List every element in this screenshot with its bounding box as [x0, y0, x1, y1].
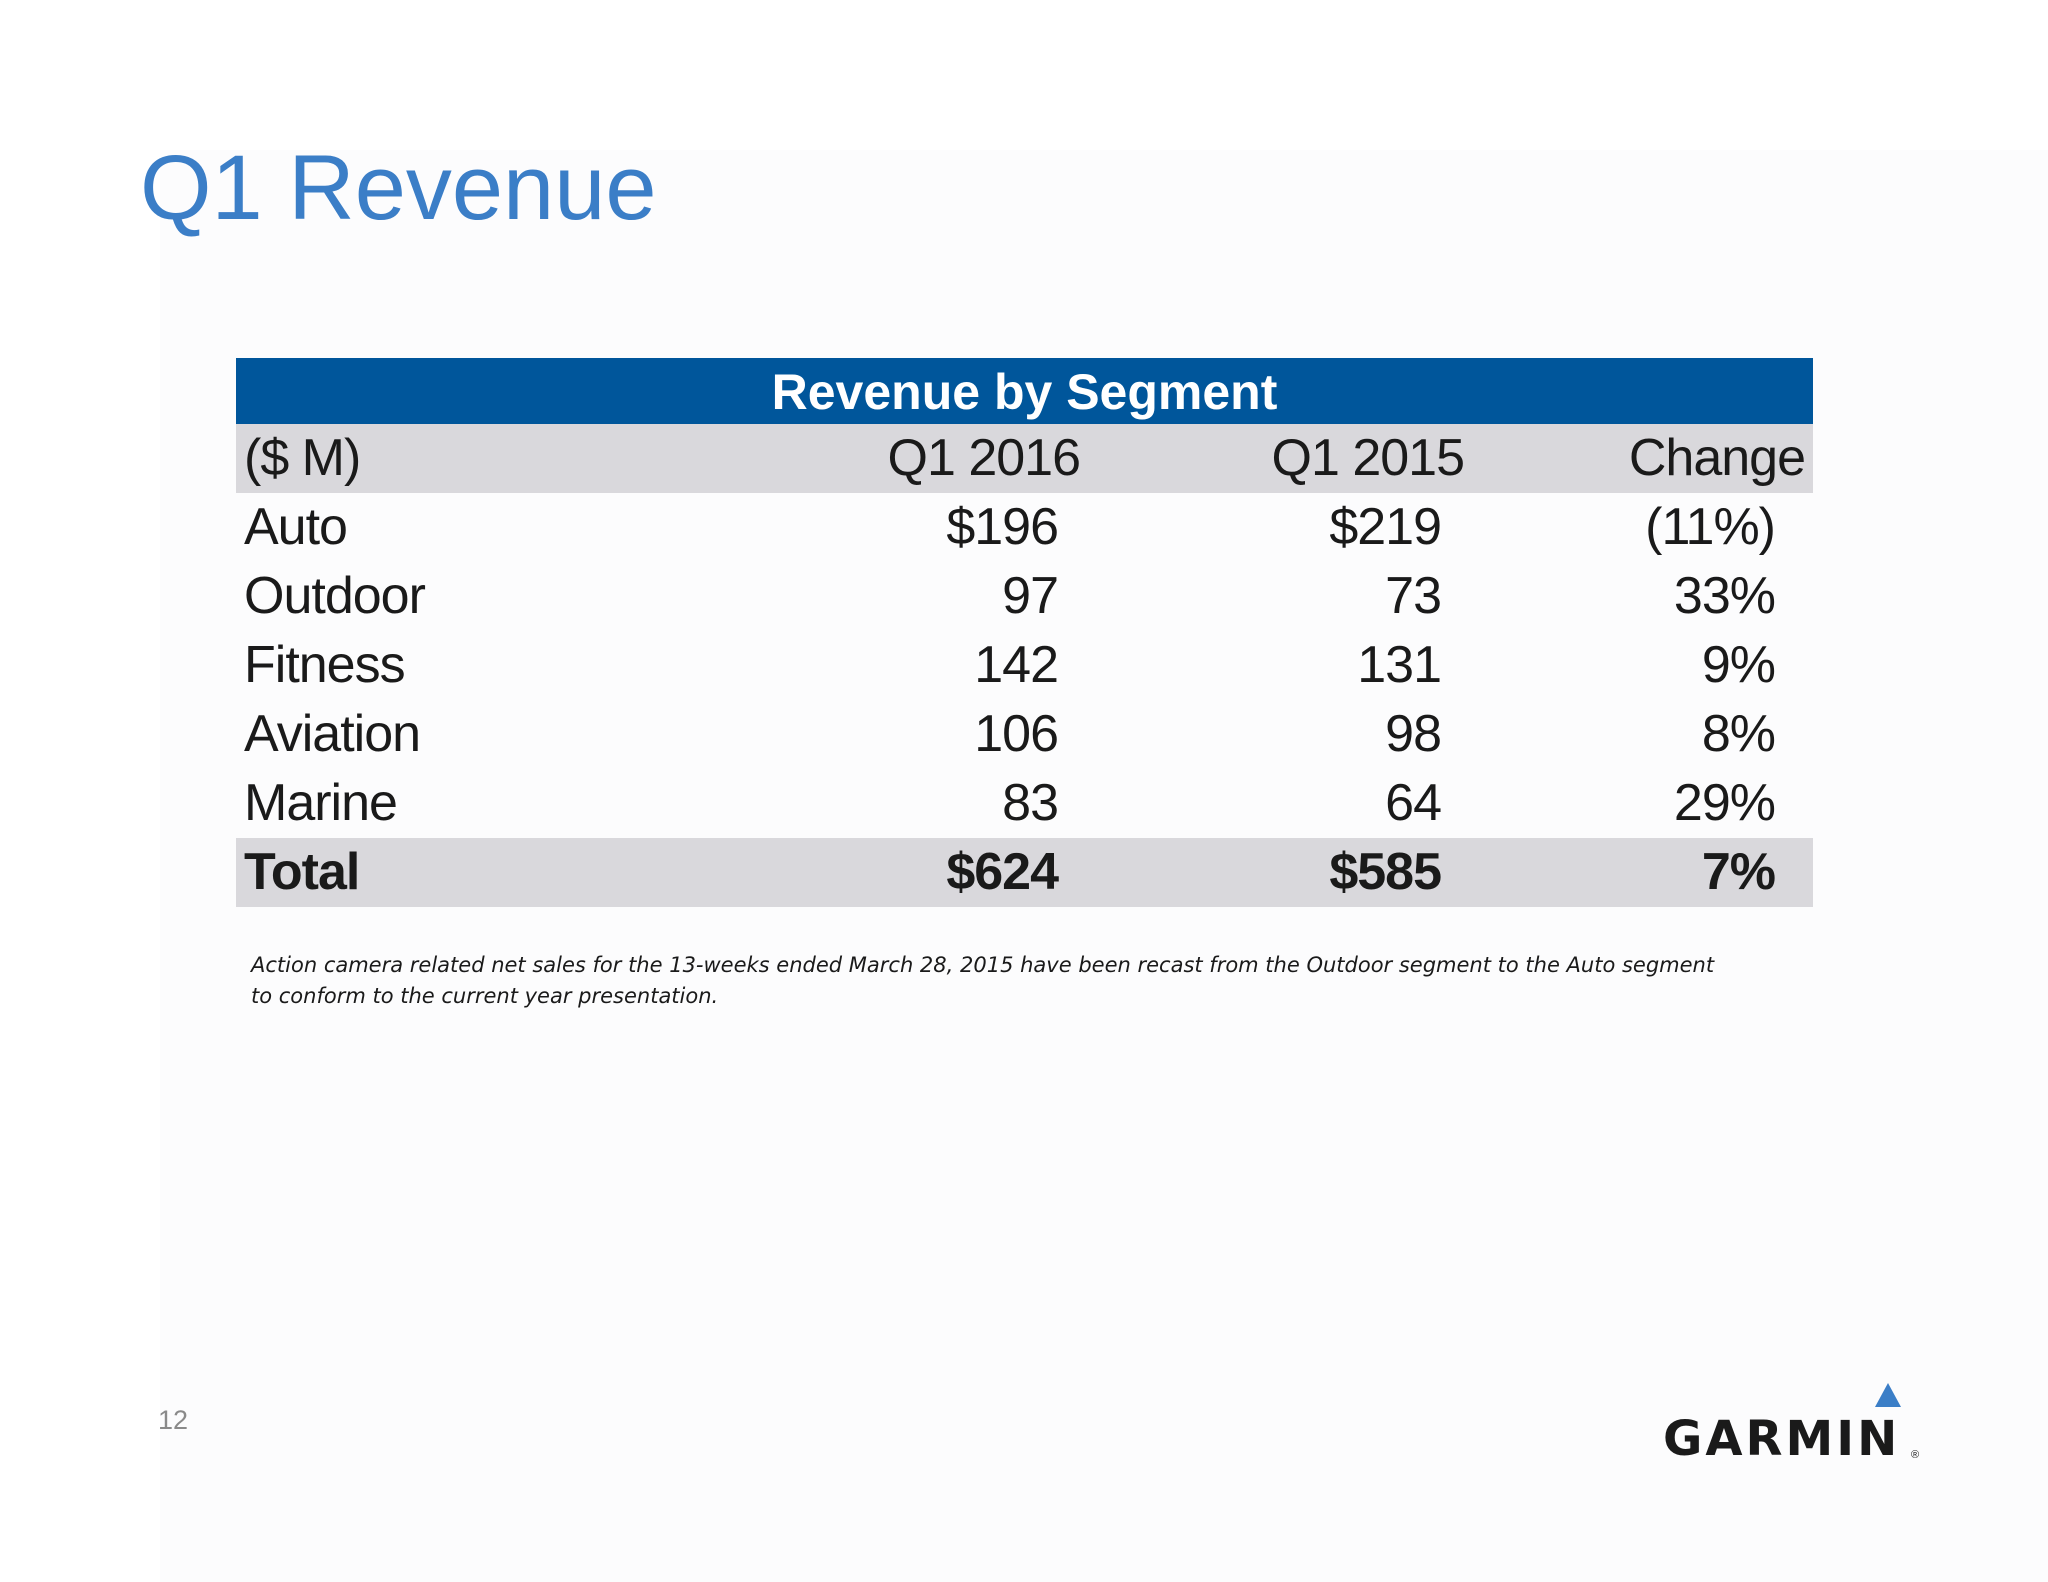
value-q1-2016: 142	[974, 636, 1059, 694]
value-q1-2015: 98	[1385, 705, 1442, 763]
table-row: Auto $196 $219 (11%)	[236, 493, 1813, 562]
table-total-row: Total $624 $585 7%	[236, 838, 1813, 907]
garmin-triangle-icon	[1875, 1383, 1901, 1407]
total-change: 7%	[1701, 843, 1776, 901]
garmin-logo: GARMIN ®	[1663, 1383, 1923, 1463]
value-change: 29%	[1673, 774, 1776, 832]
column-header-q1-2015: Q1 2015	[1271, 429, 1465, 487]
value-q1-2015: 131	[1357, 636, 1442, 694]
segment-name: Outdoor	[244, 567, 426, 625]
table-title: Revenue by Segment	[236, 358, 1813, 424]
column-header-q1-2016: Q1 2016	[887, 429, 1081, 487]
value-q1-2016: $196	[946, 498, 1059, 556]
footnote-line-1: Action camera related net sales for the …	[251, 953, 1715, 977]
total-q1-2016: $624	[946, 843, 1059, 901]
revenue-table: Revenue by Segment ($ M) Q1 2016 Q1 2015…	[236, 358, 1813, 907]
value-q1-2015: 64	[1385, 774, 1442, 832]
segment-name: Marine	[244, 774, 398, 832]
column-header-units: ($ M)	[244, 429, 361, 487]
segment-name: Fitness	[244, 636, 406, 694]
footnote: Action camera related net sales for the …	[251, 950, 1731, 1012]
value-change: (11%)	[1645, 498, 1776, 556]
table-row: Outdoor 97 73 33%	[236, 562, 1813, 631]
total-label: Total	[244, 843, 360, 901]
table-row: Fitness 142 131 9%	[236, 631, 1813, 700]
value-q1-2016: 97	[1002, 567, 1059, 625]
value-change: 8%	[1701, 705, 1776, 763]
table-header-row: ($ M) Q1 2016 Q1 2015 Change	[236, 424, 1813, 493]
table-row: Aviation 106 98 8%	[236, 700, 1813, 769]
segment-name: Auto	[244, 498, 348, 556]
value-change: 9%	[1701, 636, 1776, 694]
logo-wordmark: GARMIN	[1663, 1411, 1901, 1467]
value-q1-2015: 73	[1385, 567, 1442, 625]
footnote-line-2: to conform to the current year presentat…	[251, 984, 719, 1008]
total-q1-2015: $585	[1329, 843, 1442, 901]
page-title: Q1 Revenue	[140, 137, 657, 239]
table-row: Marine 83 64 29%	[236, 769, 1813, 838]
page-number: 12	[158, 1405, 189, 1435]
value-change: 33%	[1673, 567, 1776, 625]
value-q1-2015: $219	[1329, 498, 1442, 556]
value-q1-2016: 83	[1002, 774, 1059, 832]
registered-mark: ®	[1911, 1449, 1920, 1461]
column-header-change: Change	[1628, 429, 1806, 487]
segment-name: Aviation	[244, 705, 421, 763]
value-q1-2016: 106	[974, 705, 1059, 763]
